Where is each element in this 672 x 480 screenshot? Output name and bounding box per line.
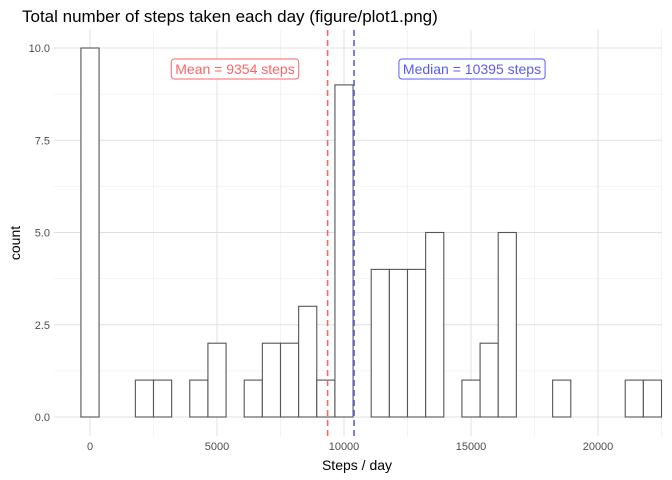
histogram-bar: [298, 305, 318, 418]
histogram-bar: [552, 379, 572, 418]
median-label-box: [398, 58, 546, 80]
histogram-bar: [243, 379, 263, 418]
x-axis-ticks: 0 5000 10000 15000 20000: [87, 441, 613, 453]
x-tick-label: 20000: [583, 441, 614, 453]
histogram-bar: [279, 342, 300, 418]
y-tick-label: 7.5: [35, 135, 50, 147]
histogram-bar: [152, 379, 173, 418]
histogram-bar: [642, 379, 663, 418]
histogram-bar: [624, 379, 644, 418]
histogram-bar: [461, 379, 481, 418]
histogram-bar: [189, 379, 209, 418]
histogram-bar: [425, 231, 445, 418]
x-tick-label: 5000: [205, 441, 229, 453]
x-tick-label: 10000: [329, 441, 360, 453]
histogram-bar: [334, 84, 354, 418]
histogram-bar: [134, 379, 155, 418]
histogram-bars: [80, 47, 663, 418]
x-axis-title: Steps / day: [322, 457, 392, 473]
x-tick-label: 15000: [456, 441, 487, 453]
histogram-bar: [80, 47, 100, 418]
x-tick-label: 0: [87, 441, 93, 453]
y-axis-ticks: 0.0 2.5 5.0 7.5 10.0: [29, 43, 50, 424]
y-tick-label: 5.0: [35, 228, 50, 240]
mean-label-box: [170, 58, 300, 80]
y-tick-label: 10.0: [29, 43, 50, 55]
histogram-bar: [497, 231, 517, 418]
mean-label: Mean = 9354 steps: [175, 61, 294, 77]
histogram-bar: [479, 342, 499, 418]
histogram-bar: [207, 342, 227, 418]
histogram-bar: [316, 379, 336, 418]
histogram-bar: [406, 268, 427, 418]
y-tick-label: 2.5: [35, 320, 50, 332]
chart-title: Total number of steps taken each day (fi…: [22, 7, 438, 26]
median-label: Median = 10395 steps: [403, 61, 541, 77]
histogram-bar: [370, 268, 390, 418]
histogram-bar: [388, 268, 409, 418]
reference-lines: [326, 30, 355, 436]
annotations: Mean = 9354 steps Median = 10395 steps: [170, 58, 546, 80]
y-axis-title: count: [7, 226, 23, 260]
y-tick-label: 0.0: [35, 412, 50, 424]
histogram-bar: [261, 342, 282, 418]
